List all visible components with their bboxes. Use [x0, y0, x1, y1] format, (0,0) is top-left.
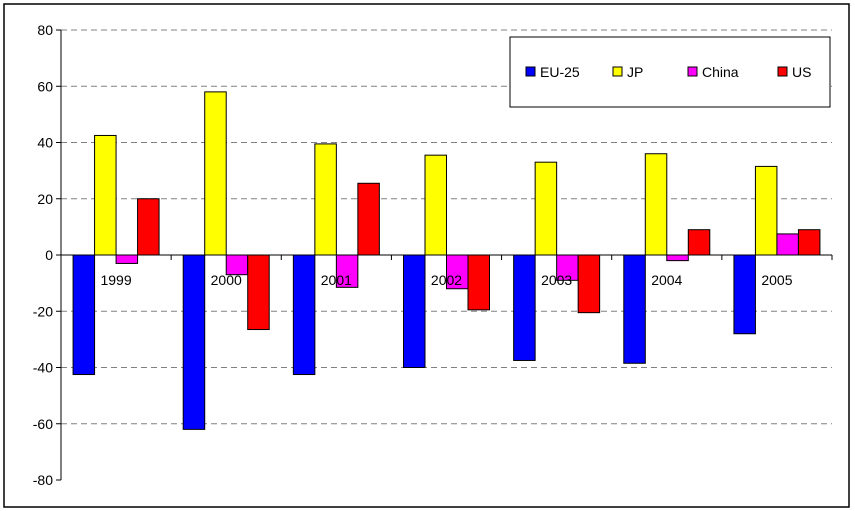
bar-eu-25-2005	[733, 254, 756, 335]
legend-swatch-china	[687, 66, 698, 77]
legend-swatch-us	[777, 66, 788, 77]
y-tick-label: -40	[33, 360, 53, 376]
legend-label-china: China	[702, 64, 739, 80]
legend-items: EU-25 JP China US	[525, 64, 811, 80]
category-label-1999: 1999	[100, 272, 131, 288]
bar-us-1999	[137, 198, 160, 256]
legend-swatch-eu-25	[525, 66, 536, 77]
bar-eu-25-2003	[513, 254, 536, 361]
legend-swatch-jp	[612, 66, 623, 77]
bar-china-1999	[115, 254, 139, 264]
bar-eu-25-1999	[72, 254, 96, 376]
category-labels: 1999 2000 2001 2002 2003 2004 2005	[100, 272, 792, 288]
legend-box	[509, 36, 831, 108]
category-label-2001: 2001	[321, 272, 352, 288]
y-tick-label: -80	[33, 472, 53, 488]
bars	[72, 91, 821, 430]
axes	[56, 29, 833, 481]
y-tick-label: 20	[37, 191, 53, 207]
y-tick-label: 40	[37, 135, 53, 151]
bar-us-2004	[687, 229, 711, 256]
bar-jp-2000	[204, 91, 227, 256]
bar-us-2005	[797, 229, 821, 256]
legend-label-eu-25: EU-25	[540, 64, 580, 80]
bar-china-2004	[666, 254, 689, 262]
category-label-2004: 2004	[651, 272, 682, 288]
category-label-2002: 2002	[431, 272, 462, 288]
legend-label-us: US	[792, 64, 811, 80]
y-tick-label: 60	[37, 78, 53, 94]
category-label-2000: 2000	[211, 272, 242, 288]
bar-eu-25-2004	[623, 254, 646, 364]
y-tick-label: 80	[37, 22, 53, 38]
y-tick-label: -20	[33, 303, 53, 319]
bar-china-2005	[776, 233, 799, 256]
bar-eu-25-2000	[182, 254, 206, 430]
legend-label-jp: JP	[627, 64, 643, 80]
bar-eu-25-2002	[403, 254, 426, 368]
bar-jp-2005	[754, 165, 778, 256]
y-tick-label: -60	[33, 416, 53, 432]
y-tick-labels: 80 60 40 20 0 -20 -40 -60 -80	[33, 22, 53, 488]
bar-eu-25-2001	[292, 254, 316, 376]
bar-us-2002	[467, 254, 490, 311]
category-label-2003: 2003	[541, 272, 572, 288]
bar-jp-1999	[94, 134, 117, 256]
bar-us-2001	[357, 182, 380, 256]
y-tick-label: 0	[45, 247, 53, 263]
bar-jp-2001	[314, 143, 337, 256]
legend: EU-25 JP China US	[509, 36, 831, 108]
category-label-2005: 2005	[761, 272, 792, 288]
bar-us-2003	[577, 254, 601, 314]
bar-jp-2004	[644, 153, 668, 256]
bar-us-2000	[247, 254, 270, 331]
bar-jp-2003	[534, 161, 558, 256]
bar-jp-2002	[424, 154, 447, 256]
